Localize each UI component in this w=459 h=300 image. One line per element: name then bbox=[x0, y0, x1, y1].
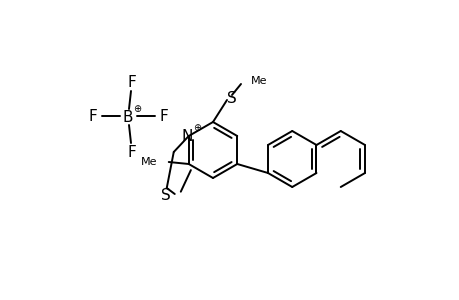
Text: ⊕: ⊕ bbox=[192, 123, 201, 133]
Text: F: F bbox=[127, 74, 136, 89]
Text: F: F bbox=[127, 145, 136, 160]
Text: F: F bbox=[89, 109, 97, 124]
Text: N: N bbox=[181, 128, 192, 143]
Text: ⊕: ⊕ bbox=[133, 104, 141, 114]
Text: S: S bbox=[161, 188, 170, 203]
Text: F: F bbox=[159, 109, 168, 124]
Text: S: S bbox=[227, 91, 236, 106]
Text: Me: Me bbox=[251, 76, 267, 86]
Text: Me: Me bbox=[141, 157, 157, 167]
Text: B: B bbox=[123, 110, 133, 124]
